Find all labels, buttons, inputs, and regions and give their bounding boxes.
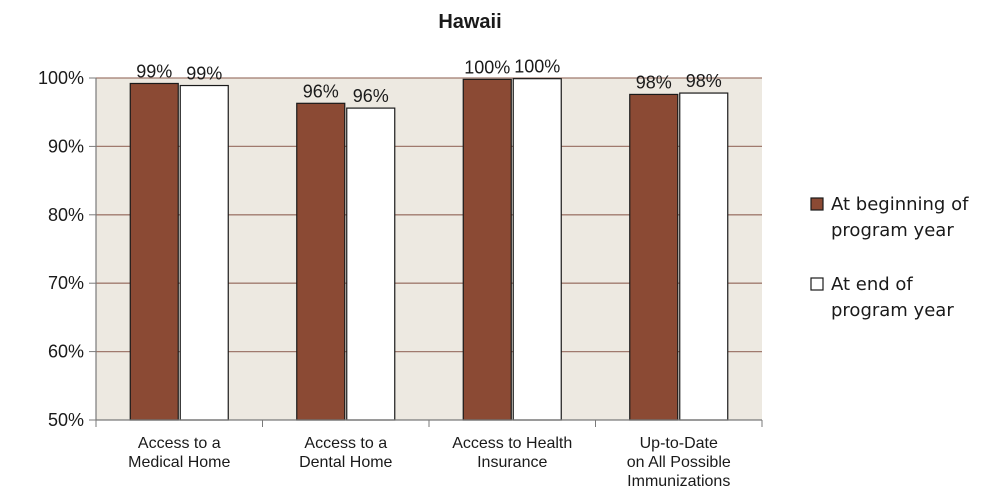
bar-beginning-of-year (462, 78, 512, 421)
data-label: 99% (186, 64, 222, 84)
data-label: 98% (636, 72, 672, 92)
data-label: 98% (686, 71, 722, 91)
data-label: 96% (353, 86, 389, 106)
axes (95, 78, 763, 427)
legend: At beginning of program year At end of prog… (810, 194, 969, 321)
bar-beginning-of-year (129, 82, 179, 421)
legend-swatch-end (810, 277, 824, 291)
y-tick-label: 90% (48, 136, 84, 156)
y-tick-label: 80% (48, 205, 84, 225)
data-label: 100% (514, 57, 560, 77)
x-category-label: Access to Health Insurance (452, 435, 572, 471)
legend-label: At beginning of program year (831, 194, 969, 241)
y-tick-label: 70% (48, 273, 84, 293)
y-tick-label: 100% (38, 68, 84, 88)
y-axis-ticks: 50% 60% 70% 80% 90% 100% (38, 68, 96, 430)
x-category-label: Up-to-Date on All Possible Immunizations (627, 435, 731, 490)
bar-end-of-year (346, 107, 396, 421)
data-label: 99% (136, 61, 172, 81)
bars (129, 78, 729, 421)
bar-end-of-year (512, 78, 562, 421)
legend-swatch-beginning (810, 197, 824, 211)
data-labels: 99% 99% 96% 96% 100% 100% 98% 98% (136, 57, 722, 106)
data-label: 96% (303, 81, 339, 101)
x-axis-category-labels: Access to a Medical Home Access to a Dental… (128, 435, 731, 490)
bar-beginning-of-year (629, 93, 679, 421)
bar-end-of-year (679, 92, 729, 421)
bar-beginning-of-year (296, 102, 346, 421)
y-tick-label: 50% (48, 410, 84, 430)
data-label: 100% (464, 57, 510, 77)
x-category-label: Access to a Medical Home (128, 435, 230, 471)
x-category-label: Access to a Dental Home (299, 435, 392, 471)
bar-end-of-year (179, 84, 229, 421)
y-tick-label: 60% (48, 342, 84, 362)
chart-title: Hawaii (438, 11, 501, 33)
legend-label: At end of program year (831, 274, 954, 321)
